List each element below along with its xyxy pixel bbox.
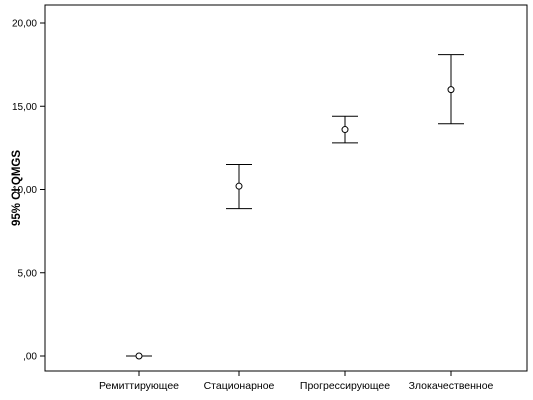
x-tick-label: Стационарное (204, 380, 275, 392)
x-axis: Ремиттирующее Стационарное Прогрессирующее… (99, 371, 494, 392)
error-bar (438, 54, 464, 125)
y-axis-title: 95% CI QMGS (11, 150, 23, 226)
mean-point (235, 182, 243, 190)
y-tick-label: ,00 (23, 352, 37, 363)
y-tick-label: 20,00 (12, 19, 37, 30)
error-bar (226, 164, 252, 210)
x-tick-label: Прогрессирующее (300, 380, 390, 392)
error-bar (332, 115, 358, 144)
y-tick-label: 10,00 (12, 185, 37, 196)
error-bar (126, 352, 152, 360)
y-tick-label: 5,00 (18, 268, 38, 279)
mean-point (135, 352, 143, 360)
x-tick-label: Злокачественное (409, 380, 494, 392)
error-bars (126, 54, 464, 360)
mean-point (341, 126, 349, 134)
plot-frame (44, 4, 528, 372)
y-axis: ,00 5,00 10,00 15,00 20,00 (12, 19, 45, 363)
mean-point (447, 86, 455, 94)
y-tick-label: 15,00 (12, 102, 37, 113)
x-tick-label: Ремиттирующее (99, 380, 179, 392)
